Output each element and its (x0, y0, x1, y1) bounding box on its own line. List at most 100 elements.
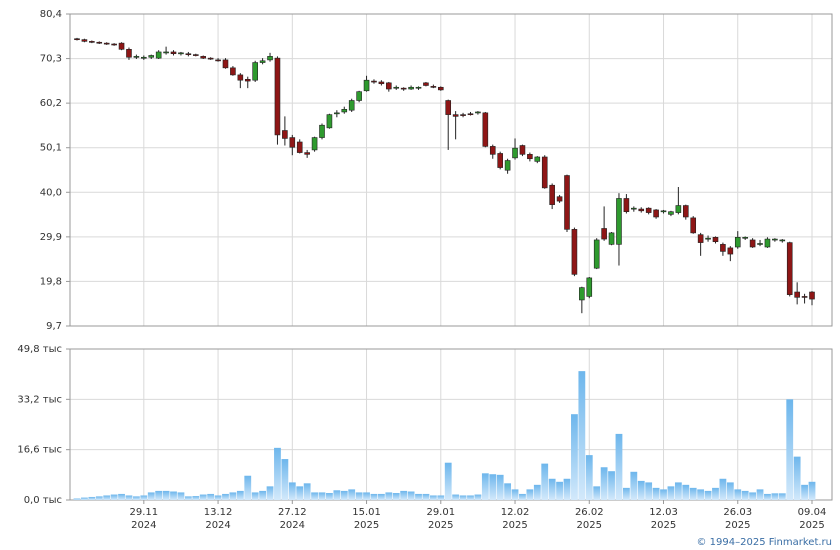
volume-bar (630, 471, 638, 500)
volume-bar (593, 486, 601, 500)
volume-bar (801, 484, 808, 500)
candle-body (734, 236, 741, 248)
y-tick-label: 80,4 (40, 9, 62, 20)
volume-bar (429, 495, 437, 500)
volume-bar (704, 490, 712, 500)
candle-body (170, 51, 177, 55)
candle-body (400, 87, 407, 90)
candle-body (579, 287, 585, 301)
candle-body (720, 244, 726, 252)
candle-body (660, 210, 667, 213)
volume-bar (385, 492, 393, 500)
candle-body (415, 86, 422, 89)
candle-body (497, 153, 503, 168)
candle-body (141, 56, 147, 59)
volume-bar (749, 492, 757, 500)
volume-bar (496, 474, 504, 500)
x-tick-year: 2025 (502, 520, 527, 531)
volume-bar (422, 493, 430, 500)
candle-body (601, 228, 607, 240)
candle-body (668, 211, 674, 215)
volume-bar (303, 483, 311, 500)
footer: © 1994–2025 Finmarket.ru (696, 537, 832, 548)
volume-bar (571, 414, 578, 500)
volume-bar (645, 482, 653, 500)
volume-bar (392, 493, 400, 500)
candle-body (185, 53, 192, 56)
x-tick-label: 29.01 (426, 507, 455, 518)
candle-body (638, 208, 645, 212)
volume-bar (467, 495, 474, 500)
volume-bar (519, 493, 526, 500)
x-tick-year: 2025 (651, 520, 676, 531)
y-tick-label: 16,6 тыс (17, 445, 62, 456)
x-tick-label: 12.02 (501, 507, 530, 518)
volume-bar (578, 371, 586, 500)
x-tick-label: 27.12 (278, 507, 307, 518)
volume-bar (600, 467, 608, 500)
volume-bar (103, 495, 111, 500)
volume-bar (786, 399, 794, 500)
volume-bar (481, 473, 489, 500)
volume-bar (288, 482, 296, 500)
candle-body (742, 236, 748, 239)
candle-body (356, 91, 362, 101)
candle-body (460, 114, 466, 116)
volume-bar (214, 495, 222, 500)
volume-bar (125, 495, 133, 500)
candle-body (809, 291, 815, 300)
volume-bar (73, 498, 81, 500)
candle-body (779, 239, 786, 242)
volume-bar (132, 496, 140, 500)
candle-body (319, 124, 325, 138)
x-tick-year: 2025 (354, 520, 379, 531)
volume-bar (667, 486, 675, 500)
volume-bar (177, 492, 185, 500)
volume-bar (140, 495, 148, 500)
candle-body (705, 237, 711, 240)
volume-bar (489, 474, 497, 500)
candle-body (593, 239, 600, 269)
candle-body (482, 112, 489, 147)
candle-body (311, 137, 318, 151)
candle-body (103, 42, 110, 45)
candle-body (430, 86, 437, 88)
candle-body (452, 114, 459, 117)
candle-body (81, 39, 88, 42)
candle-body (237, 74, 244, 81)
volume-bar (608, 471, 615, 500)
volume-bar (474, 494, 482, 500)
volume-bar (437, 495, 445, 500)
candle-body (697, 234, 704, 243)
volume-bar (274, 447, 281, 500)
candle-body (519, 145, 526, 155)
candle-body (118, 42, 125, 50)
candle-body (727, 247, 734, 255)
x-tick-label: 09.04 (798, 507, 827, 518)
candle-body (304, 152, 310, 155)
candle-body (623, 198, 630, 213)
plot-frame (69, 13, 833, 327)
candle-body (645, 207, 652, 213)
volume-bar (712, 487, 719, 500)
candle-body (489, 146, 496, 155)
candle-body (786, 242, 793, 295)
candle-body (541, 156, 548, 189)
volume-bar (615, 433, 623, 500)
volume-bar (88, 496, 96, 500)
candle-body (155, 51, 162, 59)
x-tick-label: 29.11 (129, 507, 158, 518)
candle-body (772, 238, 778, 241)
candle-body (564, 175, 570, 230)
candle-body (764, 238, 771, 248)
volume-bar (326, 493, 333, 500)
candle-body (282, 130, 288, 139)
candle-body (475, 111, 481, 114)
volume-bar (340, 490, 348, 500)
y-tick-label: 33,2 тыс (17, 394, 62, 405)
candle-body (341, 109, 348, 113)
candle-body (148, 55, 155, 58)
volume-bar (162, 490, 170, 500)
x-tick-label: 26.03 (723, 507, 752, 518)
